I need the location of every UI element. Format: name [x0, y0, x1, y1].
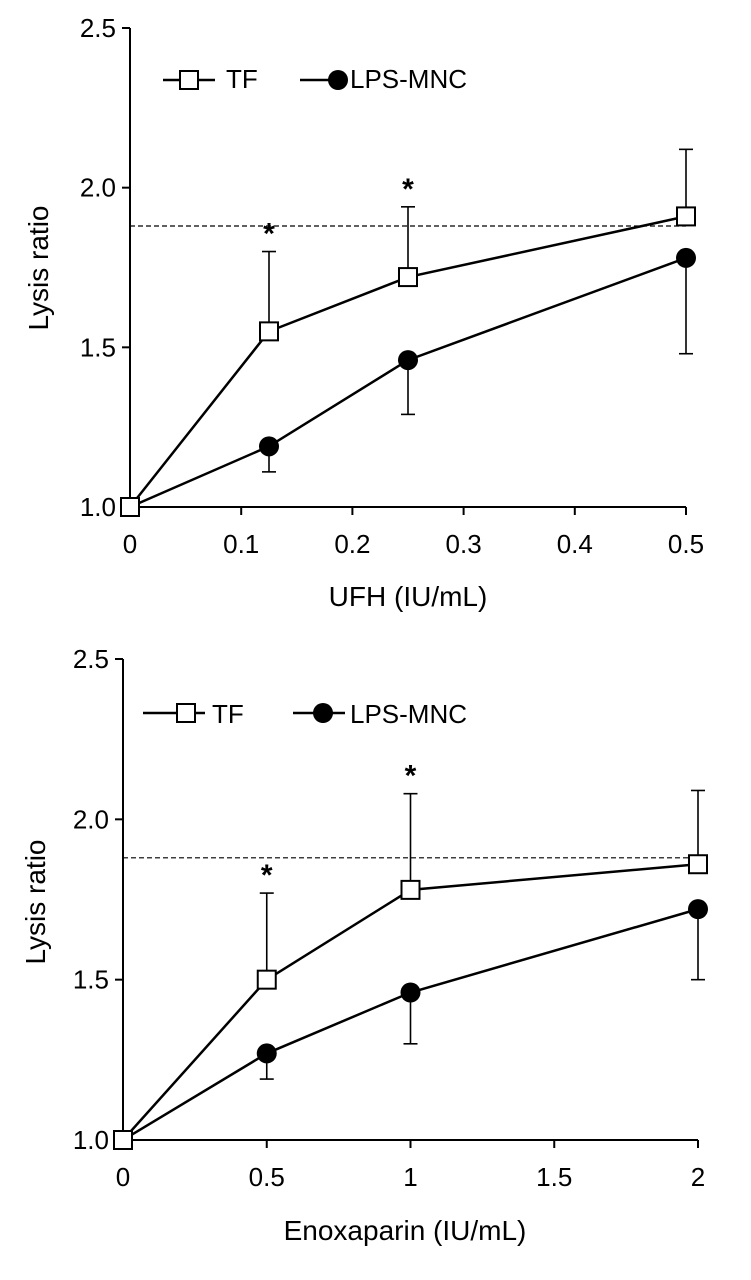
point-lps-mnc	[256, 1043, 277, 1064]
y-tick-label: 2.5	[80, 13, 116, 43]
point-tf	[400, 879, 421, 900]
x-tick-label: 0.5	[249, 1162, 285, 1192]
y-tick-label: 1.0	[80, 492, 116, 522]
x-tick-label: 0	[116, 1162, 130, 1192]
x-tick-label: 0.2	[334, 529, 370, 559]
legend-label-tf: TF	[226, 64, 258, 94]
point-lps-mnc	[398, 350, 418, 371]
legend-marker-tf	[176, 703, 196, 723]
chart-ufh: Lysis ratio UFH (IU/mL) TF LPS-MNC 1.0 1.…	[23, 13, 704, 612]
point-tf	[120, 497, 140, 517]
chart-enoxaparin: Lysis ratio Enoxaparin (IU/mL) TF LPS-MN…	[20, 644, 708, 1246]
point-tf	[259, 321, 279, 342]
series-line-lps-mnc	[122, 907, 699, 1142]
y-tick-label: 2.0	[73, 804, 109, 834]
point-lps-mnc	[259, 436, 279, 457]
x-tick-label: 0.3	[446, 529, 482, 559]
y-tick-label: 1.5	[73, 965, 109, 995]
point-tf	[256, 969, 277, 990]
x-tick-label: 0.5	[668, 529, 704, 559]
y-tick-label: 2.5	[73, 644, 109, 674]
series-line-lps-mnc	[129, 256, 687, 509]
point-tf	[398, 267, 418, 288]
legend-label-lps-mnc: LPS-MNC	[350, 699, 467, 729]
y-axis-title: Lysis ratio	[20, 839, 51, 964]
x-tick-label: 1.5	[536, 1162, 572, 1192]
significance-star: *	[405, 760, 417, 793]
x-tick-label: 2	[691, 1162, 705, 1192]
significance-star: *	[402, 173, 414, 206]
legend-label-tf: TF	[212, 699, 244, 729]
point-lps-mnc	[676, 247, 696, 268]
legend-marker-tf	[179, 70, 199, 90]
legend-label-lps-mnc: LPS-MNC	[350, 64, 467, 94]
series-line-tf	[129, 215, 687, 508]
legend-marker-lps-mnc	[313, 703, 333, 723]
y-tick-label: 1.0	[73, 1125, 109, 1155]
point-lps-mnc	[400, 982, 421, 1003]
y-tick-label: 2.0	[80, 173, 116, 203]
point-tf	[688, 854, 708, 875]
series-line-tf	[122, 862, 699, 1141]
point-tf	[676, 206, 696, 227]
point-tf	[113, 1130, 133, 1150]
y-axis-title: Lysis ratio	[23, 205, 54, 330]
x-tick-label: 0	[123, 529, 137, 559]
x-tick-label: 0.1	[223, 529, 259, 559]
legend-marker-lps-mnc	[328, 70, 348, 90]
point-lps-mnc	[688, 899, 708, 920]
y-tick-label: 1.5	[80, 332, 116, 362]
x-tick-label: 0.4	[557, 529, 593, 559]
x-tick-label: 1	[403, 1162, 417, 1192]
x-axis-title: UFH (IU/mL)	[329, 581, 488, 612]
significance-star: *	[261, 859, 273, 892]
x-axis-title: Enoxaparin (IU/mL)	[284, 1215, 527, 1246]
significance-star: *	[263, 218, 275, 251]
